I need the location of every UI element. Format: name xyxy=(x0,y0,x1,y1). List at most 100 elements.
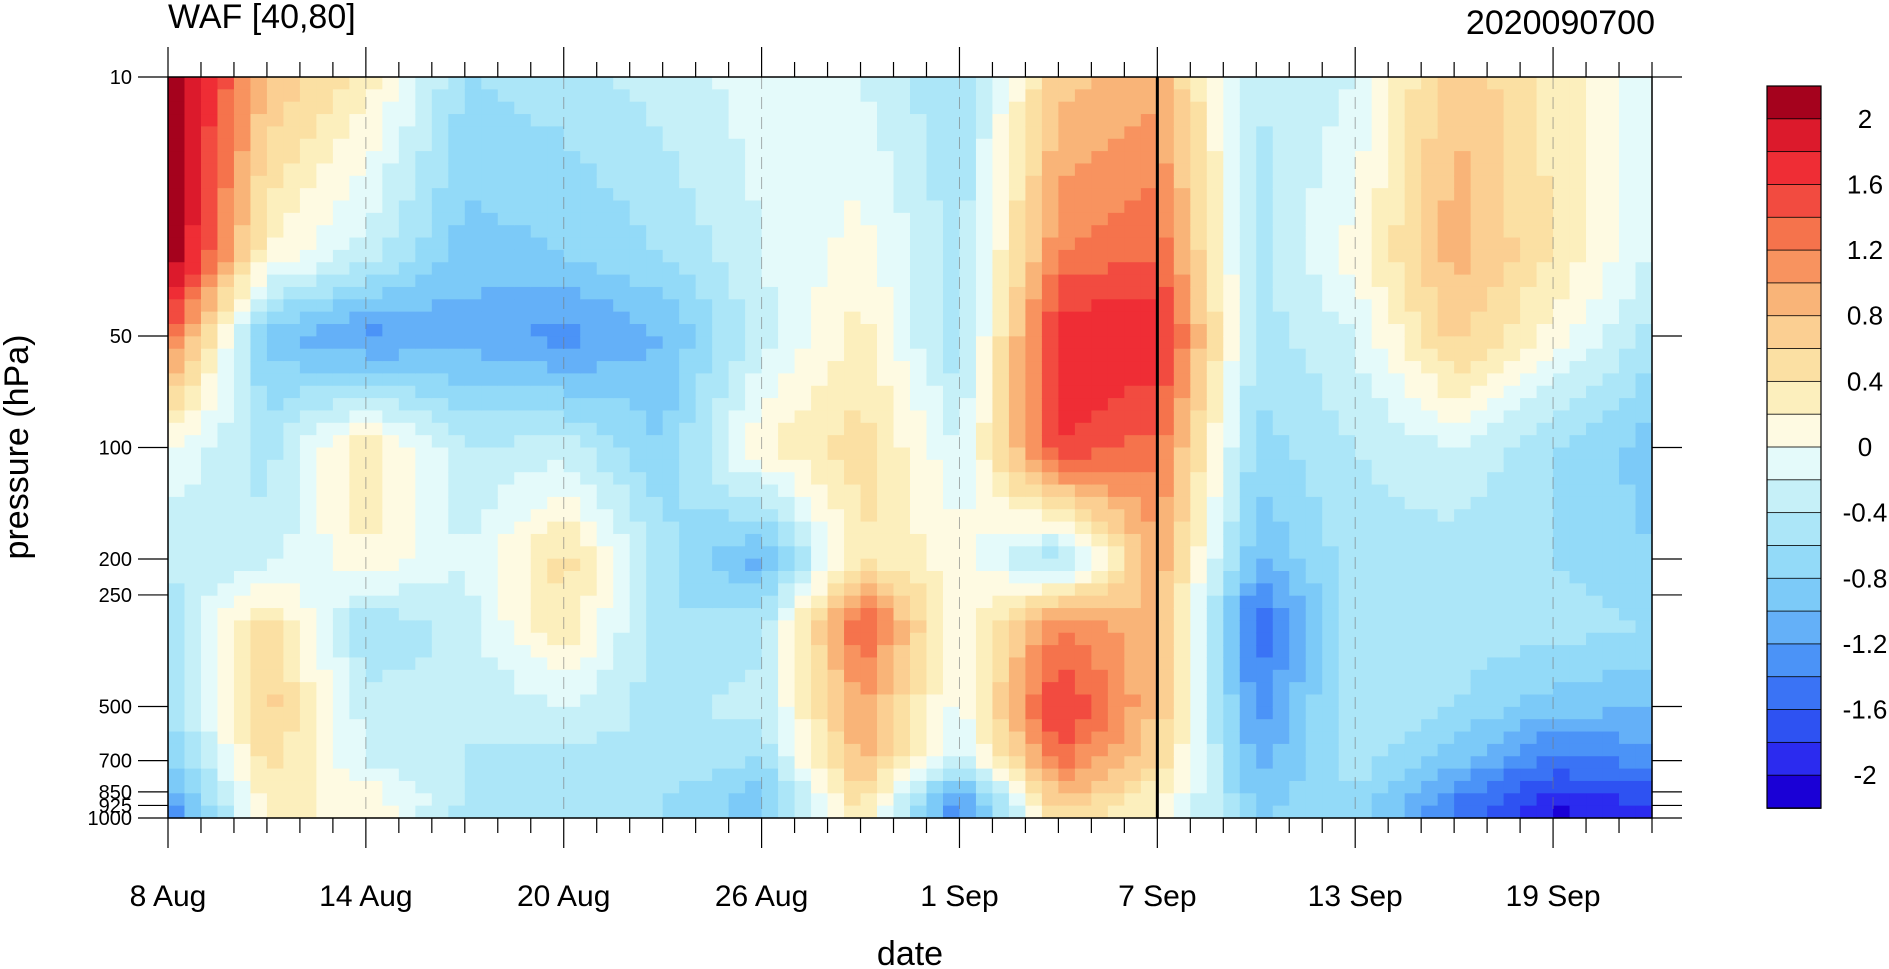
heatmap-cell xyxy=(893,484,911,498)
heatmap-cell xyxy=(1173,324,1191,337)
heatmap-cell xyxy=(1437,669,1455,683)
heatmap-cell xyxy=(811,620,829,634)
heatmap-cell xyxy=(1454,200,1472,214)
heatmap-cell xyxy=(893,447,911,461)
heatmap-cell xyxy=(910,311,928,325)
heatmap-cell xyxy=(1256,632,1274,646)
heatmap-cell xyxy=(596,435,614,449)
heatmap-cell xyxy=(332,459,350,473)
heatmap-cell xyxy=(860,77,878,90)
heatmap-cell xyxy=(217,237,235,251)
heatmap-cell xyxy=(646,114,664,127)
heatmap-cell xyxy=(942,657,961,671)
heatmap-cell xyxy=(1421,200,1439,214)
heatmap-cell xyxy=(1421,694,1439,708)
heatmap-cell xyxy=(1206,262,1224,276)
heatmap-cell xyxy=(1239,768,1257,782)
heatmap-cell xyxy=(959,805,977,819)
heatmap-cell xyxy=(563,546,581,560)
heatmap-cell xyxy=(893,743,911,757)
heatmap-cell xyxy=(992,595,1010,609)
heatmap-cell xyxy=(250,521,268,535)
heatmap-cell xyxy=(794,114,812,127)
heatmap-cell xyxy=(1272,756,1290,770)
heatmap-cell xyxy=(168,743,186,757)
heatmap-cell xyxy=(580,422,598,436)
heatmap-cell xyxy=(662,620,680,634)
heatmap-cell xyxy=(926,361,944,374)
heatmap-cell xyxy=(1074,719,1092,733)
heatmap-cell xyxy=(415,768,433,782)
heatmap-cell xyxy=(514,719,532,733)
heatmap-cell xyxy=(1454,669,1472,683)
heatmap-cell xyxy=(1157,138,1175,152)
heatmap-cell xyxy=(1157,324,1175,337)
heatmap-cell xyxy=(695,348,713,362)
heatmap-cell xyxy=(992,299,1010,313)
heatmap-cell xyxy=(398,138,416,152)
heatmap-cell xyxy=(233,533,252,547)
heatmap-cell xyxy=(316,793,334,807)
heatmap-cell xyxy=(662,114,680,127)
heatmap-cell xyxy=(514,348,532,362)
heatmap-cell xyxy=(827,286,845,300)
heatmap-cell xyxy=(233,385,252,399)
heatmap-cell xyxy=(679,682,697,696)
heatmap-cell xyxy=(431,447,449,461)
heatmap-cell xyxy=(992,509,1010,523)
heatmap-cell xyxy=(580,459,598,473)
heatmap-cell xyxy=(168,694,186,708)
heatmap-cell xyxy=(712,126,730,140)
heatmap-cell xyxy=(1338,583,1356,597)
heatmap-cell xyxy=(349,608,367,621)
heatmap-cell xyxy=(1124,274,1142,288)
heatmap-cell xyxy=(728,114,746,127)
heatmap-cell xyxy=(860,361,878,374)
heatmap-cell xyxy=(398,706,416,720)
heatmap-cell xyxy=(1289,694,1307,708)
heatmap-cell xyxy=(266,669,285,683)
heatmap-cell xyxy=(431,249,449,263)
heatmap-cell xyxy=(580,286,598,300)
heatmap-cell xyxy=(283,274,301,288)
heatmap-cell xyxy=(382,546,400,560)
heatmap-cell xyxy=(1388,496,1406,510)
heatmap-cell xyxy=(712,546,730,560)
heatmap-cell xyxy=(1190,571,1208,584)
heatmap-cell xyxy=(860,237,878,251)
heatmap-cell xyxy=(1206,126,1224,140)
heatmap-cell xyxy=(992,447,1010,461)
heatmap-cell xyxy=(184,459,202,473)
heatmap-cell xyxy=(1289,768,1307,782)
heatmap-cell xyxy=(563,299,581,313)
heatmap-cell xyxy=(1404,682,1422,696)
heatmap-cell xyxy=(514,447,532,461)
heatmap-cell xyxy=(1289,151,1307,165)
heatmap-cell xyxy=(959,694,977,708)
heatmap-cell xyxy=(1206,398,1224,412)
heatmap-cell xyxy=(695,719,713,733)
heatmap-cell xyxy=(662,780,680,794)
heatmap-cell xyxy=(942,435,961,449)
heatmap-cell xyxy=(1289,336,1307,350)
heatmap-cell xyxy=(1272,410,1290,424)
heatmap-cell xyxy=(514,410,532,424)
heatmap-cell xyxy=(844,138,862,152)
heatmap-cell xyxy=(332,262,350,276)
heatmap-cell xyxy=(514,249,532,263)
heatmap-cell xyxy=(778,373,796,387)
heatmap-cell xyxy=(1190,422,1208,436)
heatmap-cell xyxy=(168,472,186,486)
heatmap-cell xyxy=(349,398,367,412)
heatmap-cell xyxy=(910,533,928,547)
heatmap-cell xyxy=(1503,200,1521,214)
heatmap-cell xyxy=(448,101,466,115)
heatmap-cell xyxy=(745,719,763,733)
heatmap-cell xyxy=(1074,682,1092,696)
heatmap-cell xyxy=(1388,583,1406,597)
heatmap-cell xyxy=(1107,101,1125,115)
heatmap-cell xyxy=(778,632,796,646)
heatmap-cell xyxy=(168,126,186,140)
heatmap-cell xyxy=(778,101,796,115)
heatmap-cell xyxy=(761,571,779,584)
